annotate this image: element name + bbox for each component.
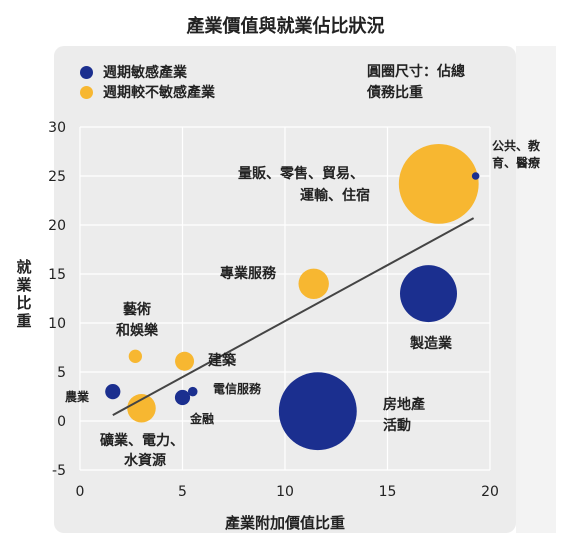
right-panel-background [516,46,556,533]
bubble-9 [127,394,156,423]
data-label-10: 房地產活動 [383,396,425,434]
data-label-10-line-1: 活動 [383,417,411,434]
bubble-0 [398,143,479,224]
x-axis-label: 產業附加價值比重 [224,514,345,532]
y-tick-label-5: 20 [48,218,66,234]
data-label-9-line-1: 水資源 [124,452,166,469]
y-tick-label-1: 0 [57,414,66,430]
bubble-size-note-line-1: 圓圈尺寸：佔總 [367,64,465,80]
data-label-3: 製造業 [409,335,453,352]
data-label-5-line-0: 建築 [208,352,237,369]
data-label-8-line-0: 金融 [189,411,214,426]
y-tick-label-3: 10 [48,316,66,332]
data-label-4-line-0: 藝術 [123,301,151,318]
legend-swatch-less-cyclical [80,85,93,99]
x-tick-label-3: 15 [379,484,397,500]
data-label-5: 建築 [208,352,237,369]
trendline [112,217,475,416]
bubble-size-note: 圓圈尺寸：佔總 債務比重 [367,62,507,104]
data-label-3-line-0: 製造業 [409,335,453,352]
bubble-10 [278,372,357,451]
data-label-4-line-1: 和娛樂 [116,322,159,339]
legend-swatch-cyclical [80,65,93,79]
x-tick-label-4: 20 [481,484,499,500]
x-tick-label-1: 5 [178,484,187,500]
data-label-1: 公共、教育、醫療 [492,138,541,170]
y-tick-label-4: 15 [48,267,66,283]
legend-label-cyclical: 週期敏感產業 [103,65,187,81]
y-axis-label: 就業比重 [16,258,32,330]
data-label-4: 藝術和娛樂 [116,301,159,339]
bubble-6 [105,384,121,400]
data-label-0-line-0: 量販、零售、貿易、 [238,165,364,182]
y-tick-label-6: 25 [48,169,66,185]
x-tick-label-2: 10 [276,484,294,500]
data-label-7-line-0: 電信服務 [213,381,262,396]
data-label-2: 專業服務 [220,265,277,282]
data-label-6-line-0: 農業 [65,389,90,404]
data-label-6: 農業 [65,389,90,404]
y-tick-label-7: 30 [48,120,66,136]
bubble-3 [400,265,457,323]
data-label-1-line-1: 育、醫療 [492,155,540,170]
bubble-5 [175,351,195,371]
data-label-9-line-0: 礦業、電力、 [100,432,184,449]
data-label-10-line-0: 房地產 [383,396,425,413]
data-label-0-line-1: 運輸、住宿 [300,187,370,204]
data-label-8: 金融 [189,411,214,426]
bubble-size-note-line-2: 債務比重 [367,85,423,101]
y-tick-label-0: -5 [52,463,66,479]
y-tick-label-2: 5 [57,365,66,381]
data-label-7: 電信服務 [213,381,262,396]
bubble-8 [174,389,191,406]
bubble-4 [128,349,143,363]
legend-item-cyclical: 週期敏感產業 [80,62,187,82]
bubble-1 [471,172,480,180]
bubble-2 [298,268,329,299]
data-label-0: 量販、零售、貿易、運輸、住宿 [238,165,370,204]
x-tick-label-0: 0 [76,484,85,500]
bubble-7 [188,386,198,397]
data-label-2-line-0: 專業服務 [220,265,277,282]
legend-item-less-cyclical: 週期較不敏感產業 [80,82,215,102]
chart-title: 產業價值與就業佔比狀況 [186,16,385,37]
data-label-1-line-0: 公共、教 [492,138,541,153]
data-label-9: 礦業、電力、水資源 [100,432,184,469]
legend-label-less-cyclical: 週期較不敏感產業 [103,85,215,101]
